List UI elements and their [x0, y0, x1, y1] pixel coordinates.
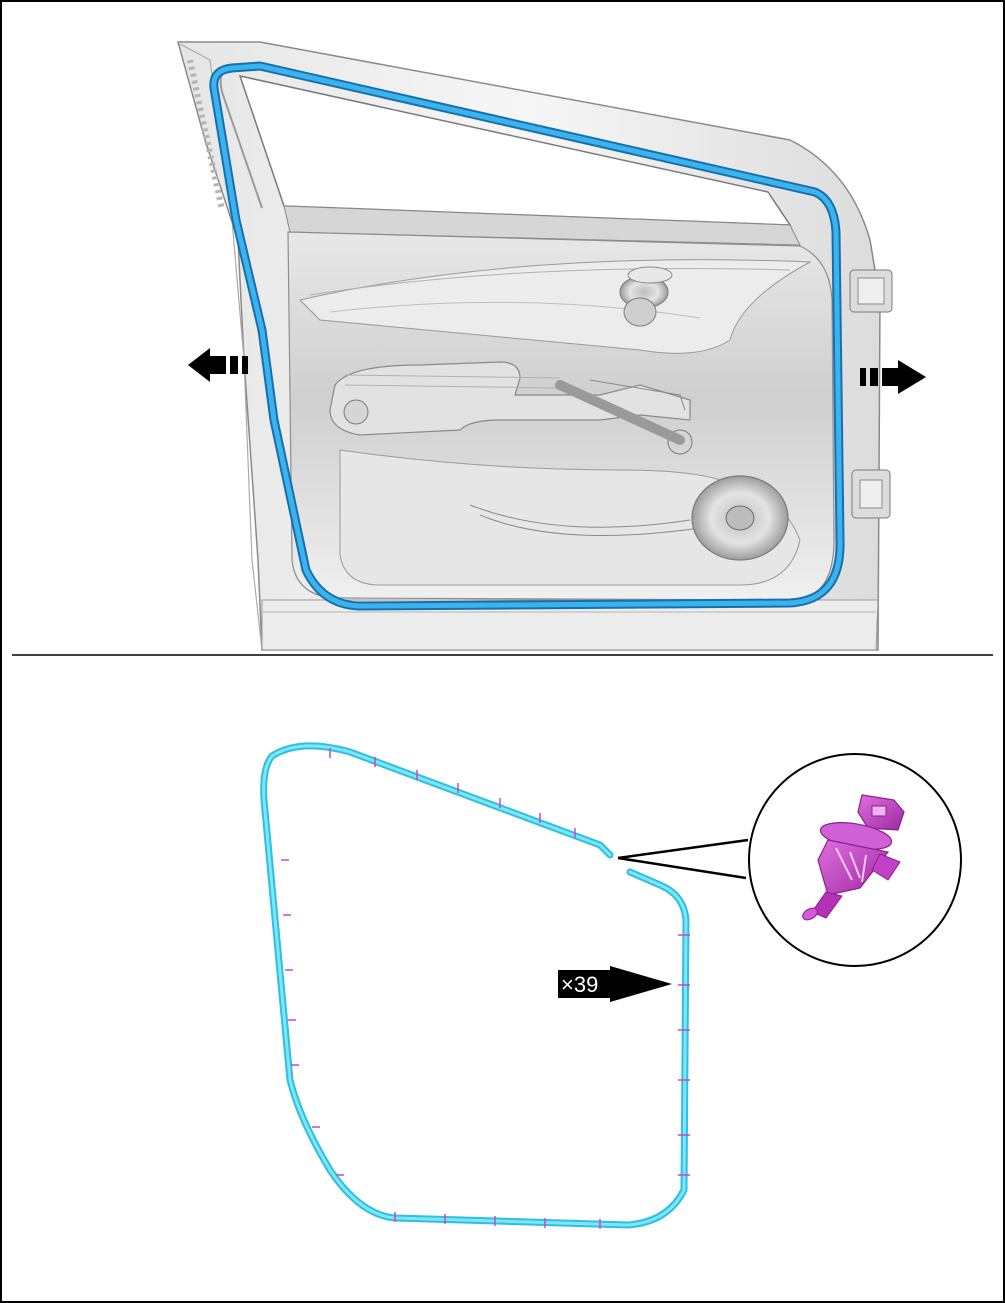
clip-count-label: ×39	[561, 972, 598, 997]
direction-arrow-left-icon	[188, 348, 248, 382]
push-clip-icon	[802, 794, 905, 921]
door-illustration	[177, 41, 893, 651]
callout-leader-bottom	[617, 856, 747, 880]
clip-markers	[281, 748, 690, 1229]
callout-arrow-icon	[558, 966, 672, 1002]
seal-detail-view	[260, 742, 690, 1229]
direction-arrow-right-icon	[860, 360, 926, 394]
callout-leader-top	[617, 838, 749, 860]
